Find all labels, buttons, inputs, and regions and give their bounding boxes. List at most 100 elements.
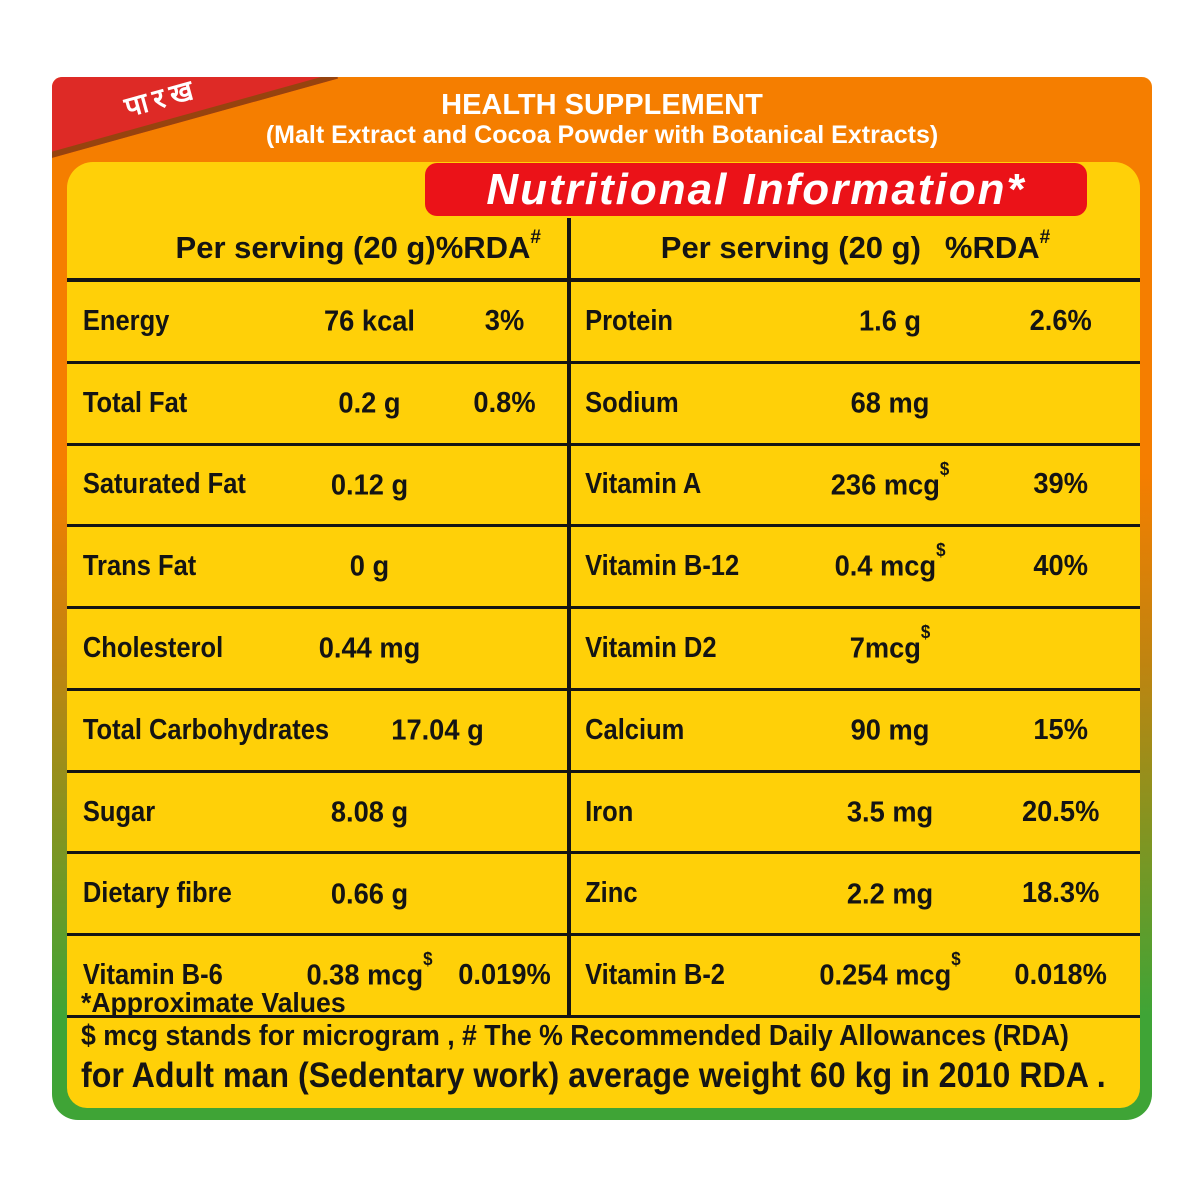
rda-header-superscript: # (1039, 227, 1051, 248)
nutrient-amount: 3.5 mg (846, 796, 933, 829)
nutrient-amount: 17.04 g (391, 714, 484, 747)
nutrient-label: Zinc (585, 877, 638, 910)
footnote-adult-man: for Adult man (Sedentary work) average w… (81, 1056, 1106, 1095)
left-column-header: Per serving (20 g) %RDA # (67, 218, 567, 282)
footnotes: *Approximate Values $ mcg stands for mic… (67, 982, 1140, 1108)
nutrient-label: Saturated Fat (82, 468, 246, 501)
mcg-dollar-superscript: $ (423, 949, 433, 970)
nutrient-value: 236 mcg$ (804, 459, 975, 503)
right-column: Per serving (20 g) %RDA # Protein 1.6 g 2.… (571, 218, 1140, 1019)
nutrient-label: Total Fat (82, 386, 188, 419)
nutrient-amount: 0.2 g (338, 387, 401, 420)
table-row: Vitamin B-2 0.254 mcg$ 0.018% (571, 936, 1140, 1019)
nutrition-banner: Nutritional Information* (425, 163, 1087, 216)
nutrient-value: 7mcg$ (804, 622, 975, 666)
table-row: Saturated Fat 0.12 g (67, 446, 567, 528)
nutrient-amount: 0.4 mcg (834, 551, 936, 584)
label-panel: पारख HEALTH SUPPLEMENT (Malt Extract and… (52, 77, 1152, 1120)
nutrient-label: Energy (82, 304, 170, 337)
table-row: Calcium 90 mg 15% (571, 691, 1140, 773)
nutrient-amount: 0.44 mg (318, 632, 421, 665)
table-row: Vitamin D2 7mcg$ (571, 609, 1140, 691)
table-row: Zinc 2.2 mg 18.3% (571, 854, 1140, 937)
table-row: Iron 3.5 mg 20.5% (571, 773, 1140, 855)
mcg-dollar-superscript: $ (939, 458, 949, 479)
table-row: Vitamin A 236 mcg$ 39% (571, 446, 1140, 528)
table-row: Dietary fibre 0.66 g (67, 854, 567, 937)
nutrient-value: 0.2 g (301, 386, 437, 421)
nutrient-value: 0.44 mg (301, 631, 437, 666)
nutrient-label: Cholesterol (82, 632, 224, 665)
nutrient-label: Vitamin B-2 (585, 959, 726, 992)
nutrient-rda-percent: 0.019% (458, 959, 551, 992)
table-row: Cholesterol 0.44 mg (67, 609, 567, 691)
table-row: Protein 1.6 g 2.6% (571, 282, 1140, 364)
nutrient-rda-percent: 39% (1033, 468, 1088, 501)
header-band: HEALTH SUPPLEMENT (Malt Extract and Coco… (52, 77, 1152, 162)
footnote-mcg-rda: $ mcg stands for microgram , # The % Rec… (81, 1020, 1069, 1052)
table-row: Total Fat 0.2 g 0.8% (67, 364, 567, 446)
nutrient-label: Vitamin D2 (585, 632, 717, 665)
table-row: Sugar 8.08 g (67, 773, 567, 855)
left-table-body: Energy 76 kcal 3% Total Fat 0.2 g 0.8% S… (67, 282, 567, 1019)
table-row: Sodium 68 mg (571, 364, 1140, 446)
nutrient-amount: 90 mg (850, 714, 930, 747)
nutrient-amount: 7mcg (849, 632, 921, 665)
nutrient-rda-percent: 0.018% (1014, 959, 1107, 992)
nutrient-amount: 76 kcal (324, 305, 415, 338)
nutrition-table: Per serving (20 g) %RDA # Energy 76 kcal 3… (67, 218, 1140, 1019)
mcg-dollar-superscript: $ (935, 540, 946, 561)
nutrient-amount: 236 mcg (830, 469, 940, 502)
nutrient-amount: 0 g (349, 551, 390, 584)
nutrient-rda-percent: 18.3% (1021, 877, 1099, 910)
nutrient-label: Vitamin B-6 (82, 959, 223, 992)
nutrient-value: 76 kcal (301, 304, 437, 339)
serving-header-label: Per serving (20 g) (175, 230, 436, 265)
left-column: Per serving (20 g) %RDA # Energy 76 kcal 3… (67, 218, 567, 1019)
mcg-dollar-superscript: $ (920, 622, 930, 643)
nutrition-panel: Nutritional Information* Per serving (20… (67, 162, 1140, 1108)
table-row: Total Carbohydrates 17.04 g (67, 691, 567, 773)
nutrient-label: Total Carbohydrates (82, 713, 330, 746)
nutrient-amount: 0.66 g (330, 878, 409, 911)
nutrient-label: Iron (585, 795, 634, 828)
nutrient-amount: 1.6 g (858, 305, 921, 338)
nutrient-rda-percent: 3% (484, 304, 525, 337)
right-table-body: Protein 1.6 g 2.6% Sodium 68 mg Vitamin … (571, 282, 1140, 1019)
nutrient-amount: 68 mg (850, 387, 930, 420)
nutrient-label: Protein (585, 304, 673, 337)
nutrient-label: Vitamin A (585, 468, 702, 501)
nutrient-label: Trans Fat (82, 550, 197, 583)
nutrient-label: Calcium (585, 713, 685, 746)
nutrient-label: Sugar (82, 795, 156, 828)
mcg-dollar-superscript: $ (950, 949, 961, 970)
nutrient-rda-percent: 20.5% (1021, 795, 1099, 828)
nutrient-value: 8.08 g (301, 795, 437, 830)
supplement-subtitle: (Malt Extract and Cocoa Powder with Bota… (265, 121, 939, 149)
nutrient-amount: 8.08 g (330, 796, 409, 829)
nutrient-label: Dietary fibre (82, 877, 232, 910)
nutrient-rda-percent: 0.8% (473, 386, 536, 419)
nutrient-value: 0.4 mcg$ (804, 540, 975, 584)
nutrient-value: 0.66 g (301, 877, 437, 912)
nutrient-value: 0.12 g (301, 468, 437, 503)
rda-header-label: %RDA (944, 230, 1040, 265)
right-column-header: Per serving (20 g) %RDA # (571, 218, 1140, 282)
table-row: Vitamin B-6 0.38 mcg$ 0.019% (67, 936, 567, 1019)
nutrient-rda-percent: 40% (1033, 550, 1088, 583)
nutrient-amount: 2.2 mg (846, 878, 933, 911)
nutrient-value: 0 g (301, 549, 437, 584)
nutrient-rda-percent: 15% (1033, 713, 1088, 746)
nutrient-value: 0.254 mcg$ (804, 949, 975, 993)
nutrient-rda-percent: 2.6% (1029, 304, 1092, 337)
serving-header-label: Per serving (20 g) (660, 230, 921, 265)
nutrition-banner-title: Nutritional Information* (486, 164, 1026, 214)
nutrient-amount: 0.38 mcg (306, 959, 424, 992)
table-row: Energy 76 kcal 3% (67, 282, 567, 364)
nutrient-value: 17.04 g (369, 713, 505, 748)
nutrient-value: 3.5 mg (804, 795, 975, 830)
nutrient-value: 1.6 g (804, 304, 975, 339)
nutrient-value: 2.2 mg (804, 877, 975, 912)
nutrient-label: Sodium (585, 386, 679, 419)
